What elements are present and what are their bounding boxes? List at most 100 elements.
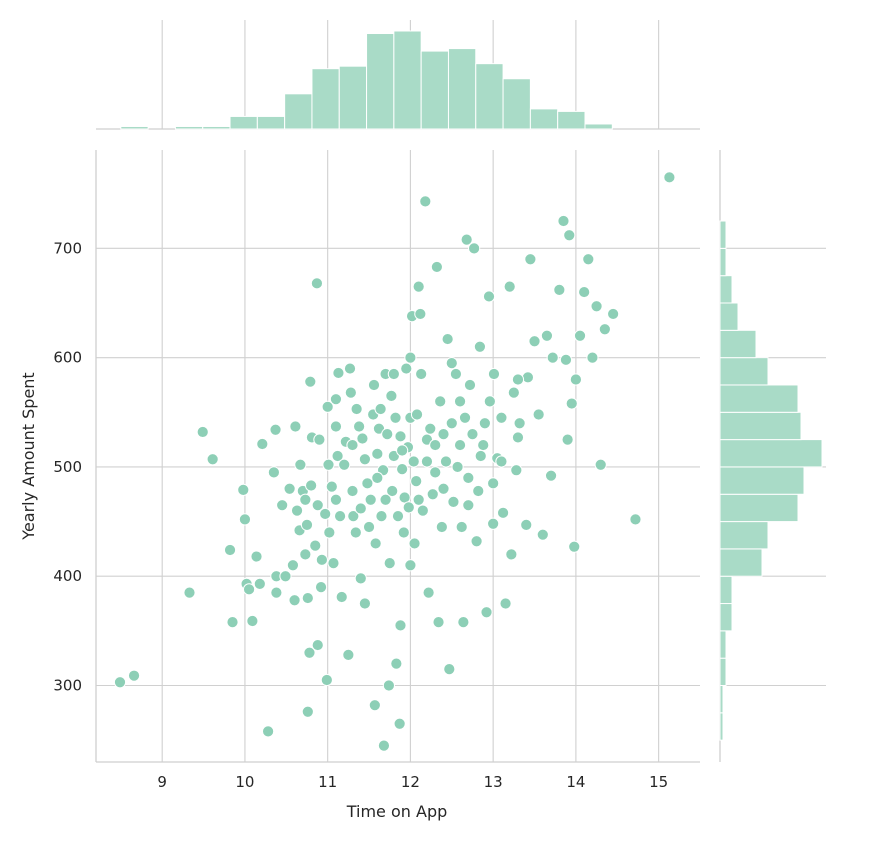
scatter-point-84 [377,739,391,752]
scatter-point-166 [532,408,545,421]
scatter-point-201 [404,559,417,572]
scatter-point-114 [416,504,429,517]
scatter-point-126 [439,455,453,468]
scatter-point-54 [329,420,343,433]
scatter-point-137 [460,233,473,246]
scatter-point-28 [294,458,307,471]
right-hist-bar-8 [719,493,799,523]
scatter-point-98 [396,463,409,476]
scatter-point-122 [432,616,445,629]
scatter-point-79 [371,447,384,460]
scatter-point-129 [445,417,458,430]
top-hist-bar-8 [338,65,368,130]
scatter-point-151 [487,367,501,381]
scatter-point-82 [375,510,388,523]
scatter-point-42 [311,499,324,512]
scatter-point-203 [462,499,475,512]
scatter-point-125 [437,428,450,441]
scatter-point-20 [276,499,289,512]
scatter-point-132 [451,460,464,474]
top-hist-bar-0 [120,125,149,130]
scatter-point-118 [424,422,437,435]
scatter-point-12 [250,550,263,563]
scatter-point-146 [477,438,490,452]
scatter-point-109 [410,475,423,488]
x-tick-label-9: 9 [157,773,167,791]
scatter-point-112 [414,307,427,321]
scatter-point-185 [598,323,611,336]
scatter-point-162 [520,518,533,531]
top-hist-bar-10 [393,30,422,130]
scatter-point-190 [371,471,384,484]
top-hist-bar-4 [229,115,258,130]
scatter-point-156 [503,280,516,293]
scatter-point-99 [397,526,410,539]
scatter-point-32 [300,518,314,531]
scatter-point-90 [386,484,399,498]
scatter-point-62 [343,362,357,375]
scatter-point-148 [482,290,496,303]
scatter-point-59 [338,458,351,471]
scatter-point-65 [347,510,360,523]
scatter-point-39 [309,539,322,552]
scatter-point-173 [559,353,573,366]
scatter-point-31 [299,493,312,506]
scatter-point-123 [434,395,447,408]
scatter-point-3 [196,425,209,439]
scatter-point-23 [286,559,300,572]
scatter-point-167 [536,528,549,541]
scatter-point-149 [483,395,496,408]
scatter-point-186 [607,307,620,321]
right-hist-bar-7 [719,521,769,550]
top-marginal-histogram [120,30,613,130]
scatter-point-183 [590,300,603,313]
scatter-point-58 [335,590,348,604]
right-hist-bar-15 [719,302,739,331]
scatter-point-172 [557,214,570,228]
scatter-point-147 [480,606,493,619]
scatter-point-117 [422,586,435,599]
scatter-point-45 [315,553,328,566]
scatter-point-179 [573,329,587,342]
top-hist-bar-11 [420,50,449,130]
scatter-point-35 [303,646,316,659]
scatter-point-142 [470,535,483,548]
right-hist-bar-9 [719,466,805,495]
right-hist-bar-14 [719,329,757,359]
scatter-point-57 [333,510,347,523]
scatter-point-139 [463,378,477,392]
right-hist-bar-3 [719,630,727,659]
scatter-point-43 [313,433,326,446]
scatter-point-5 [223,543,237,557]
scatter-point-188 [663,171,676,184]
scatter-point-175 [563,229,576,242]
right-hist-bar-18 [719,220,727,249]
right-hist-bar-0 [719,712,724,741]
scatter-point-26 [290,504,304,517]
scatter-point-10 [242,583,256,596]
scatter-point-113 [415,367,428,381]
scatter-point-120 [429,466,442,479]
top-hist-bar-7 [311,68,340,130]
scatter-point-6 [226,616,239,629]
scatter-point-133 [453,438,467,452]
scatter-point-141 [468,242,481,255]
scatter-point-181 [582,253,595,266]
right-hist-bar-11 [719,411,802,441]
scatter-point-96 [394,619,407,632]
scatter-point-89 [385,389,398,402]
x-tick-label-11: 11 [318,773,337,791]
scatter-point-68 [353,420,366,433]
scatter-point-46 [319,507,332,521]
scatter-point-134 [455,520,468,534]
scatter-point-25 [289,420,302,433]
scatter-point-138 [462,471,475,484]
scatter-point-208 [387,367,400,381]
scatter-point-159 [510,464,523,477]
scatter-point-192 [412,493,425,506]
scatter-point-61 [342,648,355,662]
scatter-point-144 [473,340,487,353]
top-hist-bar-9 [366,33,395,130]
scatter-point-124 [435,520,448,534]
